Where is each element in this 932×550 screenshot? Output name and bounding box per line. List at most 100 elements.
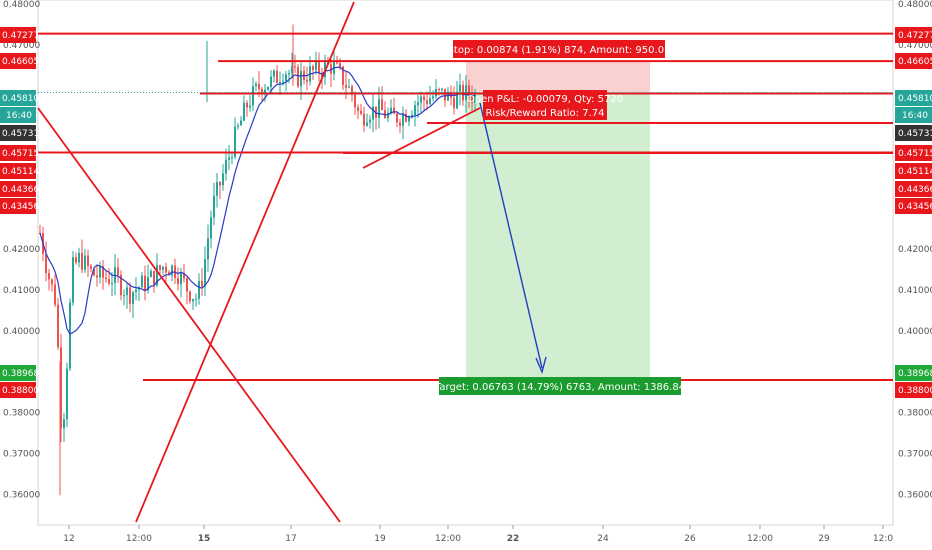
y-tick-label-left: 0.37000 xyxy=(3,450,40,460)
candle-body xyxy=(258,83,260,90)
price-tag-right xyxy=(895,145,932,161)
candle-body xyxy=(240,120,242,126)
support-trendline[interactable] xyxy=(362,107,481,169)
price-tag-right-label: 0.45114 xyxy=(898,167,932,177)
x-tick-label: 12:00 xyxy=(126,534,152,544)
candle-body xyxy=(135,289,137,293)
candle-body xyxy=(78,252,80,263)
candle-body xyxy=(72,257,74,303)
price-tag-right-label: 0.45715 xyxy=(898,149,932,159)
candle-body xyxy=(468,85,470,97)
candle-body xyxy=(408,117,410,122)
price-tag-right xyxy=(895,163,932,179)
candle-body xyxy=(414,105,416,115)
x-tick-label: 22 xyxy=(507,534,520,544)
candle-body xyxy=(132,292,134,304)
price-tag-left-label: 0.45715 xyxy=(2,149,39,159)
candle-body xyxy=(111,282,113,284)
price-tag-right-label: 0.43456 xyxy=(898,202,932,212)
candle-body xyxy=(180,272,182,285)
right-price-axis[interactable]: 0.48000 0.47000 0.42000 0.41000 0.40000 0.380… xyxy=(898,0,932,500)
candle-body xyxy=(186,278,188,292)
price-tag-right-label: 0.38800 xyxy=(898,386,932,396)
candle-body xyxy=(237,125,239,127)
candle-body xyxy=(219,182,221,186)
candle-body xyxy=(183,272,185,279)
candle-body xyxy=(396,113,398,123)
candle-body xyxy=(108,278,110,284)
candle-body xyxy=(471,96,473,103)
y-tick-label-left: 0.47000 xyxy=(3,41,40,51)
candle-body xyxy=(162,266,164,270)
candle-body xyxy=(216,182,218,196)
candle-body xyxy=(75,257,77,263)
candle-body xyxy=(81,252,83,270)
candle-body xyxy=(147,276,149,291)
candle-body xyxy=(177,278,179,285)
candle-body xyxy=(390,107,392,113)
candle-body xyxy=(63,419,65,429)
target-info-box[interactable] xyxy=(439,377,681,395)
stop-info-box[interactable] xyxy=(453,40,665,58)
candle-body xyxy=(99,266,101,278)
candle-body xyxy=(339,63,341,67)
candle-body xyxy=(315,60,317,70)
candle-body xyxy=(222,173,224,186)
candle-body xyxy=(150,271,152,277)
candle-body xyxy=(159,265,161,270)
candle-body xyxy=(48,272,50,280)
left-price-axis[interactable]: 0.48000 0.47000 0.42000 0.41000 0.40000 0.380… xyxy=(3,0,40,500)
candle-body xyxy=(354,94,356,108)
candle-body xyxy=(84,255,86,270)
price-tag-left xyxy=(0,145,36,161)
price-tag-right xyxy=(895,382,932,398)
y-tick-label-right: 0.38000 xyxy=(898,409,932,419)
candle-body xyxy=(345,85,347,88)
candle-body xyxy=(378,99,380,118)
candle-body xyxy=(267,86,269,90)
candle-body xyxy=(366,122,368,126)
candle-body xyxy=(210,217,212,239)
price-tag-right-label: 0.45731 xyxy=(898,129,932,139)
candle-body xyxy=(297,66,299,87)
candle-body xyxy=(357,107,359,111)
candle-body xyxy=(456,91,458,109)
target-zone[interactable] xyxy=(466,93,650,382)
candle-body xyxy=(282,81,284,83)
candle-body xyxy=(360,110,362,114)
trend-drawings[interactable] xyxy=(37,1,547,523)
candle-body xyxy=(300,70,302,87)
pnl-info-box[interactable] xyxy=(483,90,607,120)
candle-body xyxy=(291,66,293,74)
projection-arrow-head xyxy=(535,356,547,375)
price-tag-right-label: 0.44366 xyxy=(898,185,932,195)
price-tag-right-label: 0.47277 xyxy=(898,31,932,41)
y-tick-label-right: 0.41000 xyxy=(898,286,932,296)
candle-body xyxy=(384,110,386,118)
candle-body xyxy=(243,102,245,121)
descending-trendline[interactable] xyxy=(37,107,341,523)
candle-body xyxy=(231,157,233,159)
candle-body xyxy=(129,287,131,304)
candle-body xyxy=(198,280,200,299)
candle-body xyxy=(273,70,275,77)
candle-body xyxy=(420,96,422,103)
pnl-info-label: Open P&L: -0.00079, Qty: 5720 xyxy=(467,94,623,105)
ascending-trendline[interactable] xyxy=(135,1,355,523)
candle-body xyxy=(213,195,215,218)
price-tag-left-label: 0.43456 xyxy=(2,202,39,212)
y-tick-label-left: 0.41000 xyxy=(3,286,40,296)
price-tag-left xyxy=(0,90,36,106)
projection-arrow-line[interactable] xyxy=(479,102,543,369)
candle-body xyxy=(204,259,206,287)
candle-body xyxy=(417,102,419,106)
time-axis[interactable]: 12 12:00 15 17 19 12:00 22 24 26 12:00 29 12:0 xyxy=(63,525,893,544)
candle-body xyxy=(399,122,401,126)
candle-body xyxy=(207,238,209,260)
x-tick-label: 15 xyxy=(198,534,211,544)
candle-body xyxy=(369,119,371,123)
stop-zone[interactable] xyxy=(466,62,650,94)
candle-body xyxy=(306,79,308,82)
candle-body xyxy=(372,106,374,120)
